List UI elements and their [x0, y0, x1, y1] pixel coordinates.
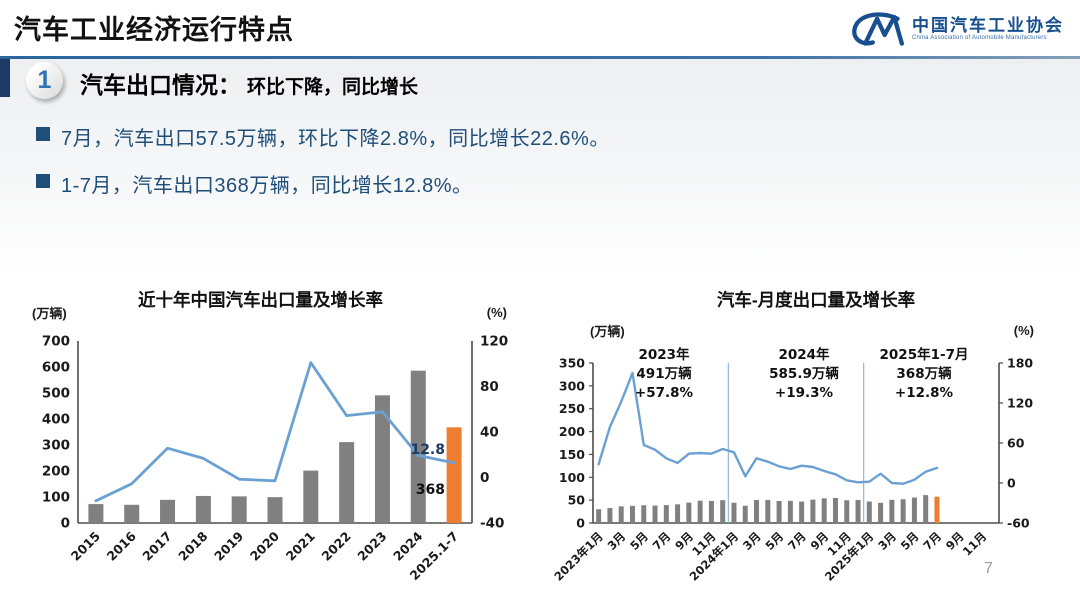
- svg-text:300: 300: [42, 438, 70, 454]
- monthly-export-chart: 0 50 100 150 200 250 300 350 -60 0 60 120 180 2023年1月…: [552, 346, 1033, 584]
- logo-org-name-en: China Association of Automobile Manufact…: [912, 35, 1047, 42]
- svg-text:12.8: 12.8: [410, 442, 445, 458]
- svg-text:150: 150: [559, 447, 585, 462]
- svg-text:80: 80: [480, 379, 499, 395]
- section-number: 1: [37, 66, 52, 94]
- svg-text:100: 100: [559, 470, 585, 485]
- bullet-text-2: 1-7月，汽车出口368万辆，同比增长12.8%。: [61, 175, 473, 197]
- svg-text:+19.3%: +19.3%: [775, 385, 834, 401]
- header-divider: [0, 56, 1080, 59]
- svg-text:2025年1-7月: 2025年1-7月: [880, 346, 969, 363]
- annual-chart-left-unit: (万辆): [32, 306, 67, 321]
- upper-background: [0, 59, 1080, 274]
- svg-text:368万辆: 368万辆: [896, 365, 952, 382]
- svg-text:500: 500: [42, 386, 70, 402]
- svg-text:0: 0: [576, 516, 585, 531]
- svg-text:7月: 7月: [650, 529, 674, 553]
- section-title: 汽车出口情况：: [80, 72, 241, 98]
- svg-text:+12.8%: +12.8%: [895, 385, 954, 401]
- svg-text:-60: -60: [1007, 516, 1030, 531]
- svg-text:60: 60: [1007, 436, 1025, 451]
- monthly-chart-right-unit: (%): [1013, 323, 1034, 338]
- section-header: 汽车出口情况： 环比下降，同比增长: [80, 66, 418, 100]
- annual-chart-title: 近十年中国汽车出口量及增长率: [138, 290, 383, 310]
- monthly-chart-title: 汽车-月度出口量及增长率: [716, 290, 916, 310]
- page-title: 汽车工业经济运行特点: [14, 15, 294, 45]
- logo-text-block: 中国汽车工业协会 China Association of Automobile…: [912, 16, 1064, 42]
- svg-text:2020: 2020: [247, 528, 282, 563]
- svg-text:2021: 2021: [283, 529, 318, 564]
- svg-text:7月: 7月: [920, 529, 944, 553]
- svg-text:2023: 2023: [354, 529, 389, 564]
- svg-text:2023年1月: 2023年1月: [552, 529, 606, 583]
- svg-text:350: 350: [559, 356, 585, 371]
- page-number: 7: [984, 560, 993, 577]
- svg-text:40: 40: [480, 425, 499, 441]
- svg-text:2016: 2016: [104, 528, 139, 563]
- svg-text:3月: 3月: [605, 529, 629, 553]
- svg-text:250: 250: [559, 401, 585, 416]
- bullet-item-2: 1-7月，汽车出口368万辆，同比增长12.8%。: [36, 169, 936, 198]
- svg-text:368: 368: [416, 482, 445, 498]
- annual-export-chart-panel: 近十年中国汽车出口量及增长率 (万辆) (%) 0 100 200 300 400 500…: [8, 283, 513, 608]
- svg-text:-40: -40: [480, 516, 504, 532]
- svg-text:5月: 5月: [763, 529, 787, 553]
- svg-text:0: 0: [480, 470, 489, 486]
- bullet-square-icon: [36, 174, 50, 188]
- cama-cm-logo-icon: [852, 12, 904, 46]
- annual-chart-right-unit: (%): [486, 305, 507, 320]
- svg-text:600: 600: [42, 360, 70, 376]
- svg-text:3月: 3月: [740, 529, 764, 553]
- svg-text:7月: 7月: [785, 529, 809, 553]
- section-subtitle: 环比下降，同比增长: [247, 77, 419, 98]
- svg-text:2017: 2017: [139, 529, 174, 564]
- svg-text:3月: 3月: [875, 529, 899, 553]
- bullet-text-1: 7月，汽车出口57.5万辆，环比下降2.8%，同比增长22.6%。: [61, 128, 610, 150]
- monthly-chart-left-unit: (万辆): [590, 324, 625, 339]
- organization-logo: 中国汽车工业协会 China Association of Automobile…: [848, 10, 1064, 48]
- svg-text:120: 120: [480, 334, 508, 350]
- svg-text:5月: 5月: [627, 529, 651, 553]
- svg-text:300: 300: [559, 378, 585, 393]
- svg-text:2023年: 2023年: [638, 346, 690, 363]
- section-number-badge: 1: [26, 62, 63, 99]
- svg-text:50: 50: [568, 493, 586, 508]
- bullet-square-icon: [36, 127, 50, 141]
- svg-text:120: 120: [1007, 396, 1033, 411]
- svg-text:2024年: 2024年: [778, 346, 830, 363]
- svg-text:491万辆: 491万辆: [636, 365, 692, 382]
- svg-text:700: 700: [42, 334, 70, 350]
- svg-text:100: 100: [42, 490, 70, 506]
- section-accent-bar: [0, 59, 10, 97]
- svg-text:585.9万辆: 585.9万辆: [769, 365, 839, 382]
- svg-text:+57.8%: +57.8%: [635, 385, 694, 401]
- svg-text:400: 400: [42, 412, 70, 428]
- svg-text:0: 0: [1007, 476, 1016, 491]
- svg-text:5月: 5月: [898, 529, 922, 553]
- svg-text:200: 200: [559, 424, 585, 439]
- svg-text:0: 0: [61, 516, 70, 532]
- svg-text:2022: 2022: [319, 529, 354, 564]
- svg-text:200: 200: [42, 464, 70, 480]
- svg-text:180: 180: [1007, 356, 1033, 371]
- monthly-export-chart-panel: 汽车-月度出口量及增长率 (万辆) (%) 0 50 100 150 200 250 300…: [552, 283, 1080, 608]
- bullet-item-1: 7月，汽车出口57.5万辆，环比下降2.8%，同比增长22.6%。: [36, 122, 936, 151]
- svg-text:2018: 2018: [175, 529, 210, 564]
- svg-text:11月: 11月: [960, 529, 989, 558]
- svg-text:2019: 2019: [211, 529, 246, 564]
- logo-org-name-cn: 中国汽车工业协会: [912, 15, 1064, 35]
- svg-text:2015: 2015: [68, 529, 103, 564]
